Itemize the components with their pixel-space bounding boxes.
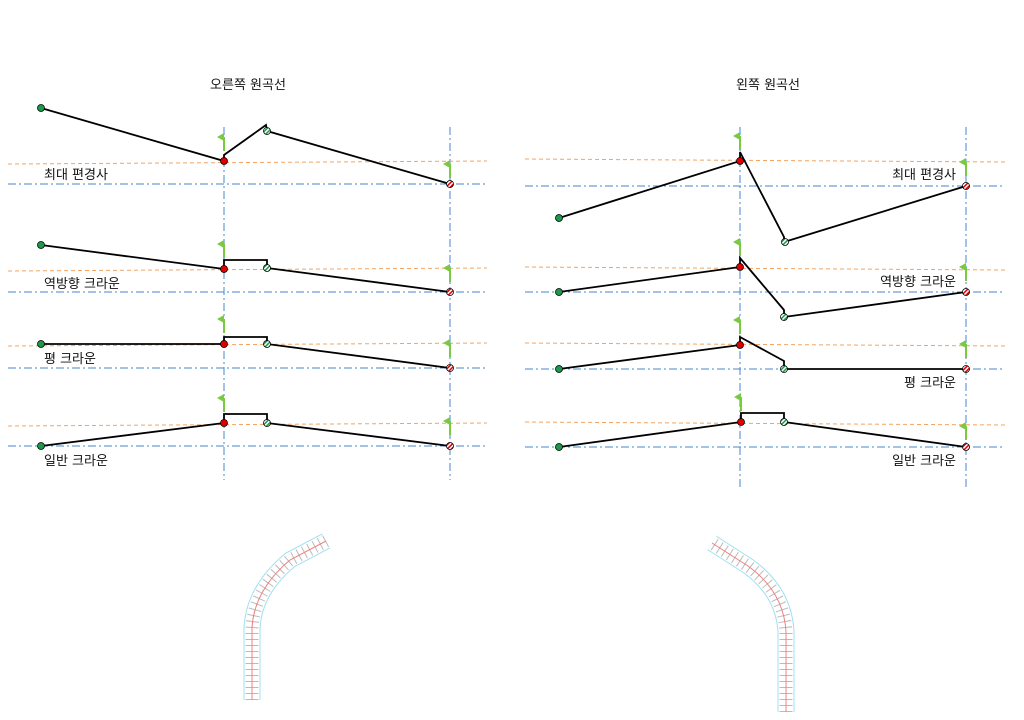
- start-point: [555, 288, 563, 296]
- curve-point: [737, 418, 745, 426]
- flag-icon: [733, 238, 740, 246]
- flag-icon: [217, 394, 224, 402]
- plan-right-curve-centerline: [251, 540, 327, 700]
- hatched-green-point: [780, 418, 788, 426]
- cross-slope-profile: [558, 412, 967, 448]
- curve-point: [220, 265, 228, 273]
- hatched-red-point: [446, 364, 454, 372]
- target-slope-line: [524, 421, 1006, 426]
- cross-slope-profile: [41, 336, 451, 369]
- hatched-red-point: [962, 365, 970, 373]
- plan-right-curve-fill: [244, 534, 330, 700]
- hatched-green-point: [263, 264, 271, 272]
- hatched-green-point: [263, 127, 271, 135]
- hatched-green-point: [780, 365, 788, 373]
- flag-icon: [959, 263, 966, 271]
- flag-icon: [443, 264, 450, 272]
- flag-icon: [443, 160, 450, 168]
- flag-icon: [217, 240, 224, 248]
- row-label-reverse-crown: 역방향 크라운: [880, 275, 956, 290]
- row-label-normal-crown: 일반 크라운: [44, 454, 108, 469]
- cross-slope-profile: [558, 335, 966, 370]
- cross-slope-profile: [40, 413, 451, 447]
- start-point: [37, 442, 45, 450]
- flag-icon: [733, 316, 740, 324]
- hatched-red-point: [446, 288, 454, 296]
- flag-icon: [217, 315, 224, 323]
- hatched-red-point: [446, 442, 454, 450]
- curve-point: [736, 263, 744, 271]
- start-point: [37, 340, 45, 348]
- curve-point: [220, 419, 228, 427]
- curve-point: [220, 157, 228, 165]
- right-curve-title: 오른쪽 원곡선: [210, 78, 286, 93]
- target-slope-line: [7, 160, 488, 165]
- hatched-red-point: [962, 288, 970, 296]
- target-slope-line: [7, 422, 488, 427]
- target-slope-line: [7, 267, 488, 272]
- target-slope-line: [524, 342, 1006, 347]
- curve-point: [736, 157, 744, 165]
- target-slope-line: [524, 158, 1006, 163]
- row-label-max-superelevation: 최대 편경사: [892, 168, 956, 183]
- hatched-green-point: [781, 238, 789, 246]
- flag-icon: [733, 132, 740, 140]
- hatched-green-point: [263, 340, 271, 348]
- row-label-reverse-crown: 역방향 크라운: [44, 277, 120, 292]
- start-point: [555, 365, 563, 373]
- row-label-normal-crown: 일반 크라운: [892, 454, 956, 469]
- hatched-green-point: [780, 313, 788, 321]
- flag-icon: [959, 422, 966, 430]
- flag-icon: [959, 340, 966, 348]
- hatched-red-point: [962, 443, 970, 451]
- start-point: [555, 214, 563, 222]
- flag-icon: [217, 133, 224, 141]
- row-label-level-crown: 평 크라운: [44, 352, 96, 367]
- row-label-max-superelevation: 최대 편경사: [44, 168, 108, 183]
- flag-icon: [443, 417, 450, 425]
- row-label-level-crown: 평 크라운: [904, 376, 956, 391]
- curve-point: [220, 340, 228, 348]
- target-slope-line: [7, 342, 488, 347]
- curve-point: [736, 341, 744, 349]
- target-slope-line: [524, 266, 1006, 271]
- start-point: [37, 241, 45, 249]
- cross-slope-profile: [558, 151, 967, 244]
- hatched-green-point: [263, 419, 271, 427]
- start-point: [37, 104, 45, 112]
- flag-icon: [959, 158, 966, 166]
- cross-slope-profile: [40, 244, 451, 293]
- plan-left-curve-centerline: [711, 542, 787, 712]
- cross-slope-profile: [40, 107, 451, 185]
- flag-icon: [443, 339, 450, 347]
- flag-icon: [734, 393, 741, 401]
- cross-slope-profile: [558, 255, 967, 319]
- start-point: [555, 443, 563, 451]
- hatched-red-point: [962, 182, 970, 190]
- left-curve-title: 왼쪽 원곡선: [736, 78, 800, 93]
- plan-left-curve-ticks: [708, 537, 793, 712]
- hatched-red-point: [446, 180, 454, 188]
